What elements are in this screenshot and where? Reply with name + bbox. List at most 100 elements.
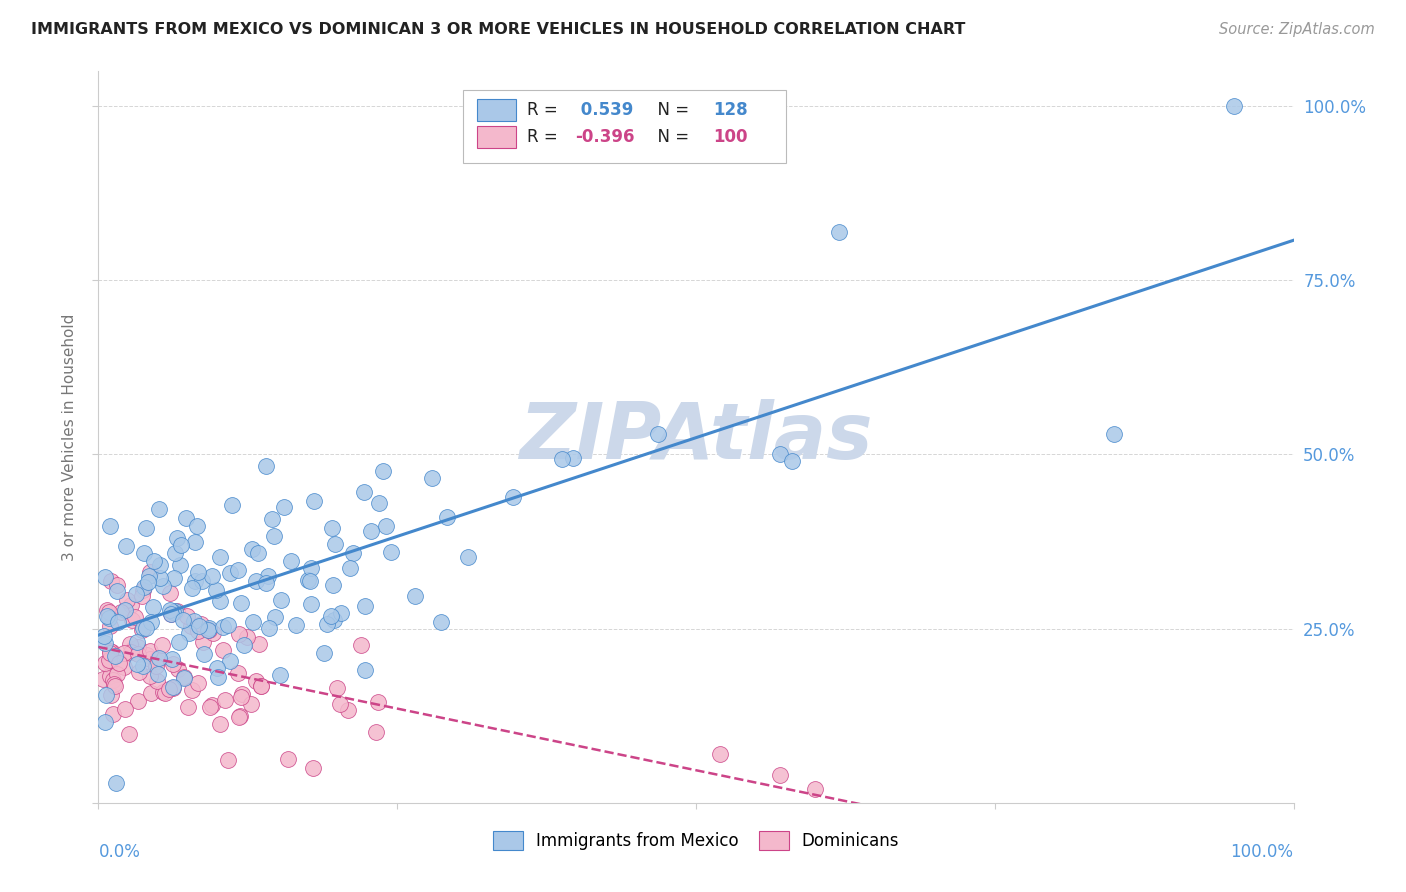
Point <box>105 584 128 599</box>
Point <box>299 597 322 611</box>
Point <box>254 458 277 473</box>
Point <box>143 554 166 568</box>
Point <box>201 698 224 712</box>
Point <box>136 574 159 589</box>
Point <box>208 549 231 564</box>
Point <box>804 781 827 796</box>
Point <box>132 621 155 635</box>
Point <box>551 452 574 467</box>
Point <box>191 574 214 588</box>
Point <box>201 569 224 583</box>
Point <box>217 753 239 767</box>
Point <box>98 653 121 667</box>
Point <box>176 609 198 624</box>
Point <box>205 582 228 597</box>
Point <box>174 511 197 525</box>
Point <box>262 512 284 526</box>
Point <box>371 464 394 478</box>
Point <box>173 670 195 684</box>
Point <box>131 589 153 603</box>
Point <box>184 535 207 549</box>
Point <box>301 761 323 775</box>
Text: N =: N = <box>647 101 695 120</box>
Point <box>828 225 851 239</box>
Point <box>235 630 257 644</box>
Point <box>329 606 352 620</box>
Point <box>145 659 167 673</box>
Point <box>134 546 156 560</box>
Point <box>780 454 803 468</box>
Point <box>100 646 122 660</box>
Point <box>136 648 159 662</box>
Point <box>380 544 402 558</box>
Point <box>285 618 308 632</box>
Text: N =: N = <box>647 128 695 146</box>
Point <box>186 519 208 533</box>
Point <box>105 776 128 790</box>
Point <box>146 674 169 689</box>
Point <box>121 613 143 627</box>
Point <box>163 604 186 618</box>
Point <box>184 574 207 588</box>
Point <box>115 593 138 607</box>
Point <box>139 652 162 666</box>
Point <box>142 600 165 615</box>
Point <box>709 747 731 761</box>
Point <box>247 637 270 651</box>
Point <box>100 688 122 702</box>
Point <box>312 646 335 660</box>
Point <box>219 566 242 580</box>
Point <box>231 688 253 702</box>
Point <box>316 617 339 632</box>
Point <box>229 708 252 723</box>
Point <box>127 634 149 648</box>
Point <box>166 662 188 676</box>
Point <box>139 565 162 579</box>
Point <box>198 621 221 635</box>
Point <box>145 654 167 668</box>
Point <box>138 569 160 583</box>
Point <box>93 656 115 670</box>
Point <box>134 580 156 594</box>
Point <box>162 657 184 672</box>
Point <box>103 677 125 691</box>
Point <box>159 586 181 600</box>
Point <box>221 498 243 512</box>
Point <box>319 608 342 623</box>
Point <box>152 638 174 652</box>
Point <box>404 590 426 604</box>
Point <box>180 683 202 698</box>
Point <box>226 666 249 681</box>
Point <box>157 682 180 697</box>
Point <box>148 667 170 681</box>
Point <box>131 623 153 637</box>
Text: 100.0%: 100.0% <box>1230 843 1294 861</box>
Point <box>96 608 118 623</box>
Point <box>141 615 163 629</box>
Point <box>125 587 148 601</box>
Point <box>263 610 285 624</box>
Point <box>436 510 458 524</box>
FancyBboxPatch shape <box>463 90 786 163</box>
Point <box>98 644 121 658</box>
Text: 0.0%: 0.0% <box>98 843 141 861</box>
Point <box>118 727 141 741</box>
Point <box>299 561 322 575</box>
Point <box>342 546 364 560</box>
Point <box>96 603 118 617</box>
Point <box>127 640 149 654</box>
Point <box>321 521 343 535</box>
Point <box>166 604 188 618</box>
Point <box>298 574 321 589</box>
Point <box>353 485 375 500</box>
Point <box>561 451 583 466</box>
Point <box>162 680 184 694</box>
Point <box>97 610 120 624</box>
Text: R =: R = <box>527 101 564 120</box>
Point <box>160 652 183 666</box>
Point <box>217 618 239 632</box>
Point <box>139 644 162 658</box>
Point <box>124 610 146 624</box>
Point <box>152 685 174 699</box>
Point <box>162 605 184 619</box>
